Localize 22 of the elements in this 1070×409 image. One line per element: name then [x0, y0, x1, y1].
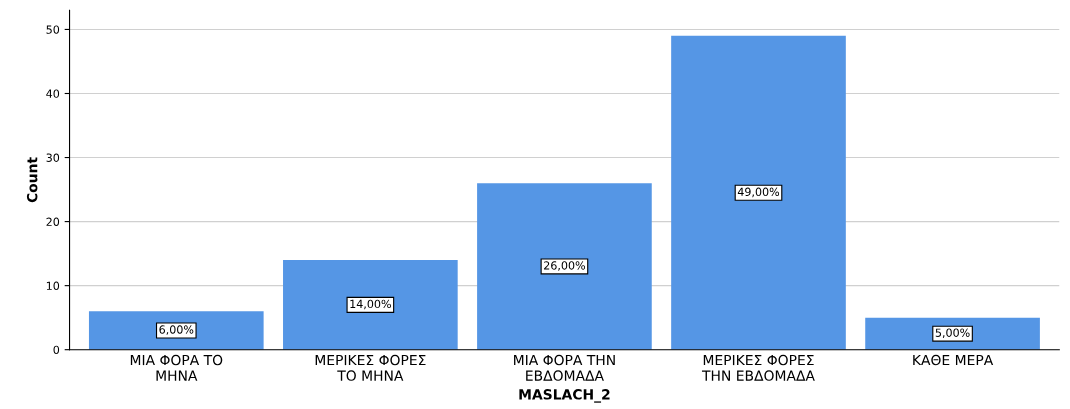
- data-label: 26,00%: [544, 261, 585, 271]
- y-tick-label: 0: [53, 345, 60, 355]
- x-tick-label: ΚΑΘΕ ΜΕΡΑ: [913, 354, 994, 366]
- x-tick-label: ΜΙΑ ΦΟΡΑ ΤΟ ΜΗΝΑ: [130, 354, 223, 381]
- bar: [671, 35, 846, 350]
- bar: [283, 260, 458, 350]
- data-label: 5,00%: [935, 328, 970, 339]
- y-tick-label: 40: [46, 89, 60, 98]
- y-tick-label: 20: [46, 217, 60, 226]
- x-tick-label: ΜΕΡΙΚΕΣ ΦΟΡΕΣ ΤΗΝ ΕΒΔΟΜΑΔΑ: [701, 354, 815, 381]
- bar: [477, 183, 652, 350]
- x-tick-label: ΜΙΑ ΦΟΡΑ ΤΗΝ ΕΒΔΟΜΑΔΑ: [514, 354, 615, 381]
- x-axis-title: MASLACH_2: [519, 389, 610, 403]
- y-axis-title: Count: [26, 157, 38, 203]
- y-tick-label: 10: [46, 281, 60, 291]
- x-tick-label: ΜΕΡΙΚΕΣ ΦΟΡΕΣ ΤΟ ΜΗΝΑ: [315, 354, 426, 381]
- y-tick-label: 30: [46, 153, 60, 162]
- data-label: 14,00%: [350, 299, 391, 310]
- bar: [88, 311, 264, 350]
- y-tick-label: 50: [46, 25, 60, 34]
- data-label: 6,00%: [159, 325, 194, 335]
- data-label: 49,00%: [737, 187, 780, 198]
